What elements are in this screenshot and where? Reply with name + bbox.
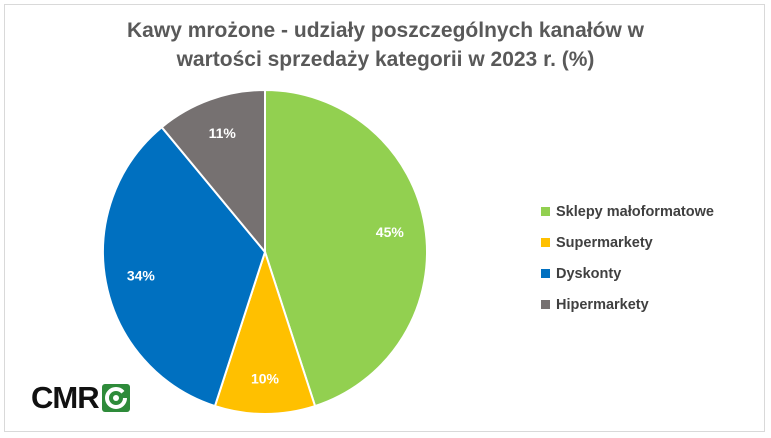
chart-title-line-1: Kawy mrożone - udziały poszczególnych ka… — [127, 19, 644, 42]
logo-mark-dot — [112, 395, 119, 401]
pie-slice-2 — [213, 248, 317, 415]
pie-data-label-3: 34% — [127, 268, 156, 284]
pie-slice-1 — [264, 88, 428, 408]
legend-item-4: Hipermarkety — [541, 289, 714, 320]
legend-item-2: Supermarkety — [541, 227, 714, 258]
chart-title: Kawy mrożone - udziały poszczególnych ka… — [0, 16, 771, 74]
legend-label-3: Dyskonty — [556, 265, 622, 282]
cmr-logo-mark-icon — [101, 384, 130, 412]
pie-slice-4 — [160, 88, 266, 255]
logo-mark-notch — [115, 388, 128, 398]
legend-label-2: Supermarkety — [556, 234, 653, 251]
legend-label-1: Sklepy małoformatowe — [556, 203, 714, 220]
pie-slice-3 — [102, 125, 267, 408]
legend-swatch-2 — [541, 238, 550, 247]
chart-title-line-2: wartości sprzedaży kategorii w 2023 r. (… — [176, 48, 595, 71]
pie-data-label-1: 45% — [376, 224, 405, 240]
logo-text: CMR — [31, 380, 100, 415]
chart-legend: Sklepy małoformatowe Supermarkety Dyskonty… — [541, 196, 714, 320]
legend-item-3: Dyskonty — [541, 258, 714, 289]
legend-swatch-1 — [541, 207, 550, 216]
pie-data-label-2: 10% — [251, 370, 280, 386]
cmr-logo: CMR — [31, 381, 131, 415]
legend-label-4: Hipermarkety — [556, 296, 649, 313]
legend-swatch-3 — [541, 269, 550, 278]
legend-item-1: Sklepy małoformatowe — [541, 196, 714, 227]
legend-swatch-4 — [541, 300, 550, 309]
pie-data-label-4: 11% — [209, 125, 237, 141]
